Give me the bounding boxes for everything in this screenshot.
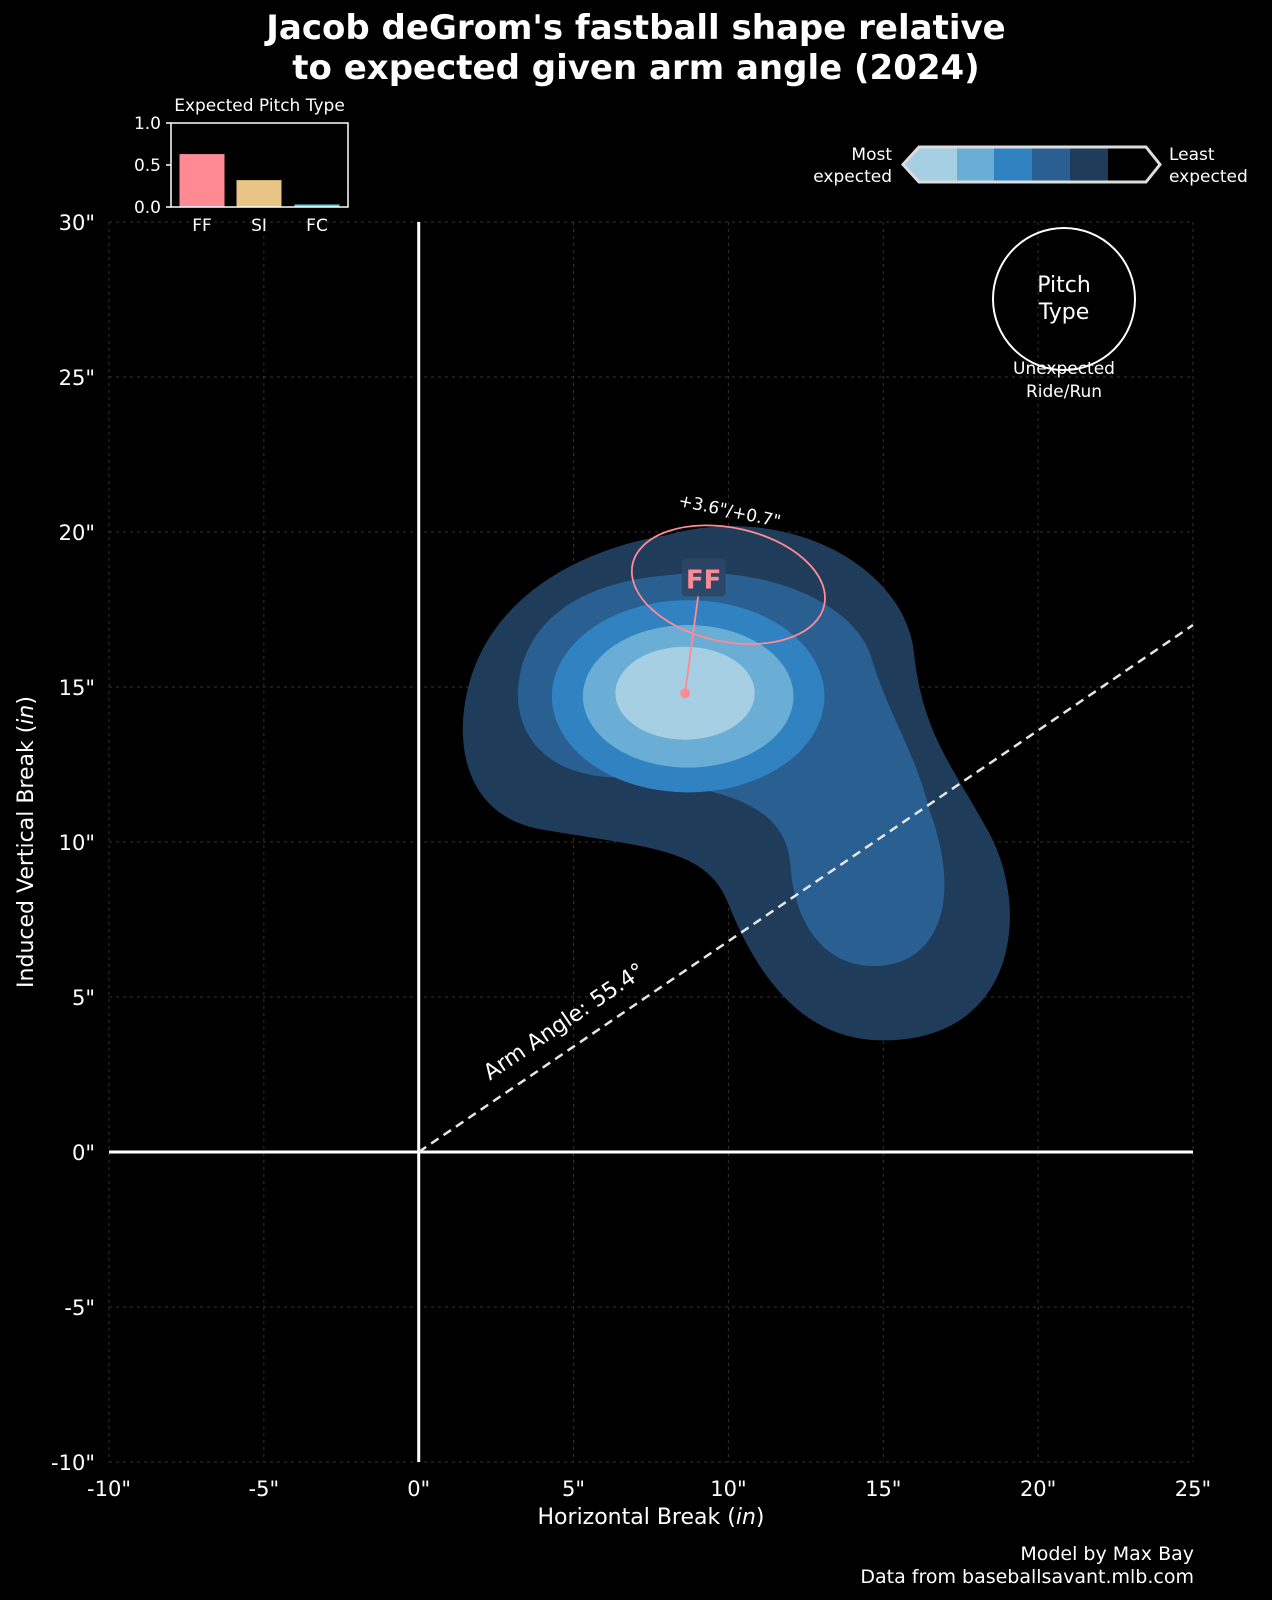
x-tick-label: 5" bbox=[562, 1477, 585, 1501]
y-tick-label: 20" bbox=[59, 521, 95, 545]
x-tick-label: -5" bbox=[249, 1477, 280, 1501]
inset-x-tick-label: FC bbox=[306, 216, 328, 236]
inset-y-tick-label: 0.0 bbox=[134, 198, 161, 218]
pitch-label-box bbox=[681, 558, 726, 597]
pitch-uncertainty-ellipse bbox=[630, 524, 826, 645]
y-tick-label: -5" bbox=[64, 1296, 95, 1320]
colorbar-least-expected-label: Least expected bbox=[1169, 145, 1248, 187]
x-axis-label: Horizontal Break (in) bbox=[538, 1505, 765, 1530]
colorbar-segment bbox=[957, 147, 994, 182]
pitch-type-legend-caption: Unexpected Ride/Run bbox=[1013, 359, 1115, 402]
inset-bar-ff bbox=[179, 154, 225, 207]
inset-chart-title: Expected Pitch Type bbox=[174, 96, 345, 116]
footer: Model by Max Bay Data from baseballsavan… bbox=[860, 1543, 1194, 1589]
arm-angle-line bbox=[418, 623, 1194, 1154]
footer-model-credit: Model by Max Bay bbox=[1020, 1543, 1194, 1565]
chart-title: Jacob deGrom's fastball shape relative t… bbox=[0, 8, 1272, 88]
pitch-offset-line bbox=[684, 592, 700, 694]
colorbar-left-extension bbox=[903, 147, 919, 182]
inset-x-tick-label: FF bbox=[192, 216, 212, 236]
inset-chart-frame bbox=[170, 122, 349, 208]
x-tick-label: 25" bbox=[1175, 1477, 1211, 1501]
pitch-type-legend-label: Pitch Type bbox=[1037, 273, 1091, 325]
y-tick-label: 10" bbox=[59, 831, 95, 855]
chart-title-line-2: to expected given arm angle (2024) bbox=[292, 48, 980, 88]
x-tick-label: 20" bbox=[1020, 1477, 1056, 1501]
y-tick-label: 30" bbox=[59, 211, 95, 235]
y-tick-label: -10" bbox=[51, 1451, 95, 1475]
pitch-label: FF bbox=[686, 566, 722, 596]
x-tick-label: 0" bbox=[407, 1477, 430, 1501]
y-tick-label: 25" bbox=[59, 366, 95, 390]
inset-x-tick-label: SI bbox=[251, 216, 267, 236]
arm-angle-label: Arm Angle: 55.4° bbox=[479, 959, 649, 1086]
y-tick-label: 0" bbox=[72, 1141, 95, 1165]
y-tick-label: 15" bbox=[59, 676, 95, 700]
footer-data-source: Data from baseballsavant.mlb.com bbox=[860, 1566, 1194, 1588]
x-tick-label: -10" bbox=[87, 1477, 131, 1501]
colorbar-most-expected-label: Most expected bbox=[813, 145, 892, 187]
x-tick-label: 15" bbox=[865, 1477, 901, 1501]
colorbar-segment bbox=[994, 147, 1032, 182]
y-tick-label: 5" bbox=[72, 986, 95, 1010]
colorbar-segment bbox=[919, 147, 957, 182]
inset-y-tick-label: 1.0 bbox=[134, 114, 161, 134]
expected-location-point bbox=[680, 688, 691, 699]
inset-y-tick-label: 0.5 bbox=[134, 156, 161, 176]
colorbar-segment bbox=[1108, 147, 1146, 182]
pitch-type-legend-circle bbox=[992, 227, 1136, 371]
colorbar-segment bbox=[1032, 147, 1070, 182]
inset-bar-si bbox=[236, 180, 282, 207]
colorbar-outline bbox=[900, 145, 1162, 184]
colorbar-segment bbox=[1070, 147, 1108, 182]
y-axis-label: Induced Vertical Break (in) bbox=[14, 696, 39, 988]
inset-bar-fc bbox=[294, 204, 340, 207]
chart-title-line-1: Jacob deGrom's fastball shape relative bbox=[266, 8, 1006, 48]
x-tick-label: 10" bbox=[710, 1477, 746, 1501]
